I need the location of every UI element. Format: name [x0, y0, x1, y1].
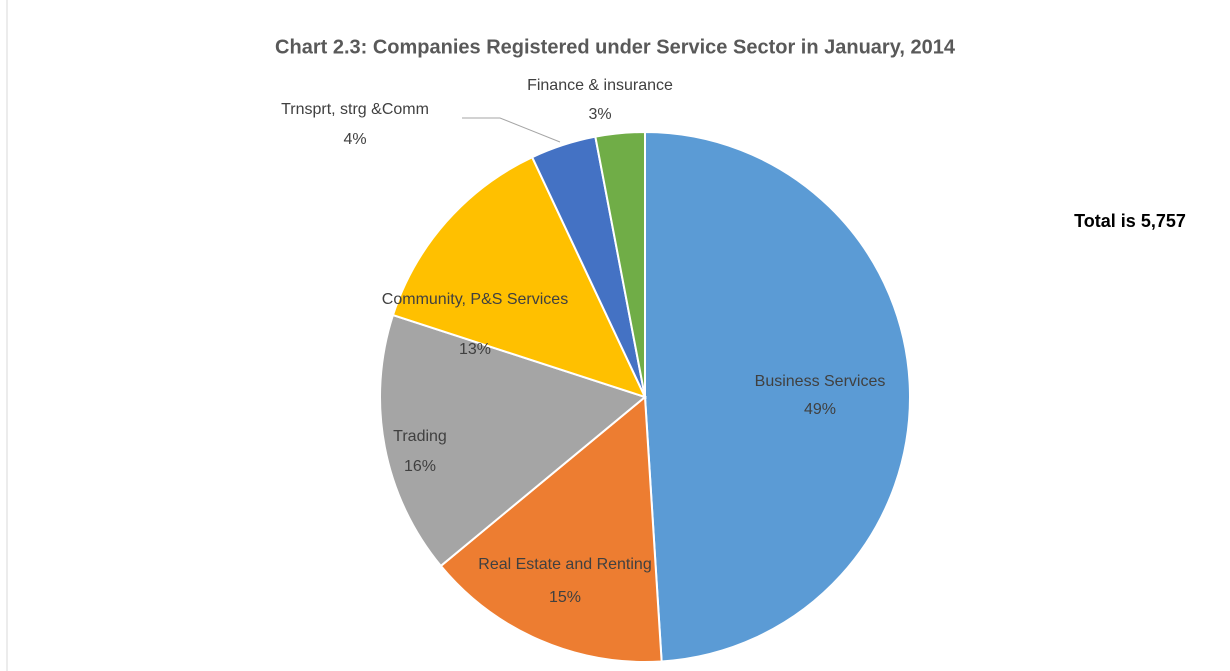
slice-label: Real Estate and Renting	[478, 556, 651, 573]
value-label: 3%	[588, 106, 611, 123]
value-label: 15%	[549, 589, 581, 606]
pie-slice	[379, 313, 648, 568]
value-label: 13%	[459, 341, 491, 358]
pie-slice	[644, 130, 911, 663]
slice-label: Trading	[393, 428, 447, 445]
pie-slice	[391, 155, 647, 399]
slice-label: Community, P&S Services	[382, 291, 568, 308]
leader-line	[462, 117, 561, 143]
annotation: Total is 5,757	[1074, 211, 1186, 231]
pie-slice	[594, 130, 646, 398]
pie-slice	[439, 394, 663, 663]
slice-label: Finance & insurance	[527, 77, 673, 94]
chart-title: Chart 2.3: Companies Registered under Se…	[275, 36, 956, 58]
slice-label: Trnsprt, strg &Comm	[281, 101, 429, 118]
slice-label: Business Services	[755, 373, 886, 390]
value-label: 16%	[404, 458, 436, 475]
value-label: 49%	[804, 401, 836, 418]
value-label: 4%	[343, 131, 366, 148]
